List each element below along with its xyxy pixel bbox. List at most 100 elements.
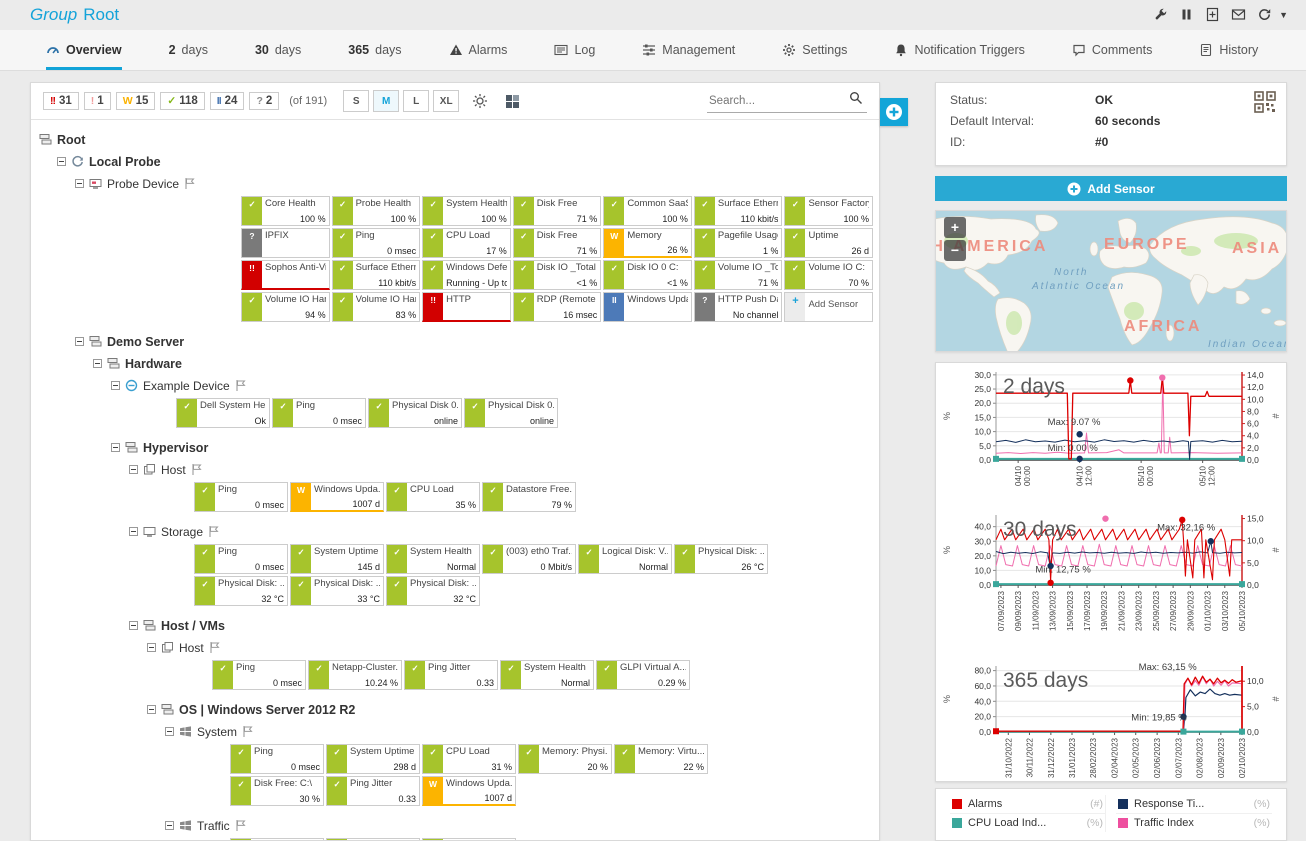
expand-toggle[interactable] bbox=[129, 527, 138, 536]
tree-node-host[interactable]: Host bbox=[31, 459, 873, 480]
tab-log[interactable]: Log bbox=[554, 30, 595, 70]
expand-toggle[interactable] bbox=[75, 179, 84, 188]
sensor-tile-memory-physi[interactable]: ✓ Memory: Physi... 20 % bbox=[518, 744, 612, 774]
tab-alarms[interactable]: Alarms bbox=[449, 30, 507, 70]
map-zoom-out-button[interactable] bbox=[944, 240, 966, 261]
sensor-tile-physical-disk-0[interactable]: ✓ Physical Disk 0... online bbox=[368, 398, 462, 428]
sensor-tile-sensor-factory[interactable]: ✓ Sensor Factory 100 % bbox=[784, 196, 874, 226]
qr-code-icon[interactable] bbox=[1254, 91, 1276, 118]
sensor-tile-volume-io-har[interactable]: ✓Volume IO Har... 94 % bbox=[241, 292, 330, 322]
sensor-tile-disk-io-0-c[interactable]: ✓ Disk IO 0 C: <1 % bbox=[603, 260, 692, 290]
tree-node-traffic[interactable]: Traffic bbox=[31, 815, 873, 836]
expand-toggle[interactable] bbox=[111, 443, 120, 452]
size-button-xl[interactable]: XL bbox=[433, 90, 460, 112]
sensor-tile-glpi-virtual-a[interactable]: ✓ GLPI Virtual A... 0.29 % bbox=[596, 660, 690, 690]
size-button-l[interactable]: L bbox=[403, 90, 430, 112]
sensor-tile-memory[interactable]: W Memory 26 % bbox=[603, 228, 692, 258]
status-count-unknown[interactable]: ? 2 bbox=[249, 92, 280, 110]
expand-toggle[interactable] bbox=[165, 821, 174, 830]
expand-toggle[interactable] bbox=[165, 727, 174, 736]
sensor-tile-ping-jitter[interactable]: ✓ Ping Jitter 0.33 bbox=[326, 776, 420, 806]
tree-node-example-device[interactable]: Example Device bbox=[31, 375, 873, 396]
sensor-tile-physical-disk[interactable]: ✓ Physical Disk: ... 32 °C bbox=[386, 576, 480, 606]
size-button-s[interactable]: S bbox=[343, 90, 370, 112]
status-count-up[interactable]: ✓ 118 bbox=[160, 92, 205, 110]
wrench-icon[interactable] bbox=[1153, 7, 1168, 22]
sensor-tile-datastore-free[interactable]: ✓ Datastore Free... 79 % bbox=[482, 482, 576, 512]
sensor-tile-physical-disk-0[interactable]: ✓ Physical Disk 0... online bbox=[464, 398, 558, 428]
sensor-tile-windows-upda[interactable]: W Windows Upda... 1007 d bbox=[422, 776, 516, 806]
geo-map[interactable]: NORTH AMERICA EUROPE ASIA AFRICA SOUTH A… bbox=[935, 210, 1287, 352]
sensor-tile-dell-system-he[interactable]: ✓Dell System He... Ok bbox=[176, 398, 270, 428]
sensor-tile-volume-io-c[interactable]: ✓ Volume IO C: 70 % bbox=[784, 260, 874, 290]
map-zoom-in-label[interactable]: + bbox=[951, 219, 959, 235]
tab-2days[interactable]: 2 days bbox=[169, 30, 208, 70]
tree-node-local-probe[interactable]: Local Probe bbox=[31, 151, 873, 172]
search-input[interactable] bbox=[709, 94, 849, 107]
sensor-tile-cpu-load[interactable]: ✓ CPU Load 35 % bbox=[386, 482, 480, 512]
status-count-paused[interactable]: II 24 bbox=[209, 92, 245, 110]
add-object-button[interactable] bbox=[880, 98, 908, 126]
legend-item-alarms[interactable]: Alarms (#) bbox=[950, 795, 1106, 814]
sensor-tile-uptime[interactable]: ✓ Uptime 26 d bbox=[784, 228, 874, 258]
status-count-down-ack[interactable]: ! 1 bbox=[83, 92, 111, 110]
sensor-tile-physical-disk[interactable]: ✓ Physical Disk: ... 32 °C bbox=[194, 576, 288, 606]
sensor-tile-volume-io-har[interactable]: ✓Volume IO Har... 83 % bbox=[331, 292, 421, 322]
expand-toggle[interactable] bbox=[147, 643, 156, 652]
expand-toggle[interactable] bbox=[111, 381, 120, 390]
tab-overview[interactable]: Overview bbox=[46, 30, 122, 70]
sensor-tile-ethernet0-traffic[interactable]: ✓Ethernet0 Traffic1.62 Mbit/s bbox=[326, 838, 420, 840]
sensor-tile-common-saas[interactable]: ✓Common SaaS... 100 % bbox=[603, 196, 692, 226]
refresh-icon[interactable] bbox=[1257, 7, 1272, 22]
sensor-tile-logical-disk-v[interactable]: ✓ Logical Disk: V... Normal bbox=[578, 544, 672, 574]
search-icon[interactable] bbox=[849, 91, 863, 110]
email-icon[interactable] bbox=[1231, 7, 1246, 22]
tree-node-os-windows-server-2012-r2[interactable]: OS | Windows Server 2012 R2 bbox=[31, 699, 873, 720]
tree-node-demo-server[interactable]: Demo Server bbox=[31, 331, 873, 352]
tree-node-host[interactable]: Host bbox=[31, 637, 873, 658]
expand-toggle[interactable] bbox=[129, 465, 138, 474]
sensor-tile-cpu-load[interactable]: ✓ CPU Load 31 % bbox=[422, 744, 516, 774]
sensor-tile-003-eth0-traf[interactable]: ✓ (003) eth0 Traf... 0 Mbit/s bbox=[482, 544, 576, 574]
sensor-tile-rdp-remote[interactable]: ✓RDP (Remote ... 16 msec bbox=[512, 292, 602, 322]
sensor-tile-physical-disk[interactable]: ✓ Physical Disk: ... 26 °C bbox=[674, 544, 768, 574]
sensor-tile-windows-upda[interactable]: W Windows Upda... 1007 d bbox=[290, 482, 384, 512]
tree-node-probe-device[interactable]: Probe Device bbox=[31, 173, 873, 194]
sensor-tile-windows-defe[interactable]: ✓Windows Defe... Running - Up to D... bbox=[422, 260, 511, 290]
sensor-tile-ping-jitter[interactable]: ✓ Ping Jitter 0.33 bbox=[404, 660, 498, 690]
tree-node-hypervisor[interactable]: Hypervisor bbox=[31, 437, 873, 458]
tree-node-storage[interactable]: Storage bbox=[31, 521, 873, 542]
expand-toggle[interactable] bbox=[75, 337, 84, 346]
sensor-tile-disk-free[interactable]: ✓ Disk Free 71 % bbox=[512, 196, 602, 226]
expand-toggle[interactable] bbox=[129, 621, 138, 630]
sensor-tile-http-push-da[interactable]: ?HTTP Push Da... No channel bbox=[693, 292, 783, 322]
sensor-tile-sophos-anti-vi[interactable]: !!Sophos Anti-Vi... bbox=[241, 260, 330, 290]
grid-view-icon[interactable] bbox=[501, 90, 523, 112]
tree-node-system[interactable]: System bbox=[31, 721, 873, 742]
sensor-tile-system-uptime[interactable]: ✓ System Uptime 145 d bbox=[290, 544, 384, 574]
sensor-tile-disk-io-total[interactable]: ✓ Disk IO _Total <1 % bbox=[512, 260, 602, 290]
expand-toggle[interactable] bbox=[147, 705, 156, 714]
sensor-tile-memory-virtu[interactable]: ✓ Memory: Virtu... 22 % bbox=[614, 744, 708, 774]
sensor-tile-volume-io-to[interactable]: ✓Volume IO _To... 71 % bbox=[693, 260, 783, 290]
legend-item-traffic-index[interactable]: Traffic Index (%) bbox=[1116, 814, 1272, 832]
map-zoom-out-label[interactable]: − bbox=[951, 242, 959, 258]
expand-toggle[interactable] bbox=[93, 359, 102, 368]
view-options-icon[interactable] bbox=[469, 90, 491, 112]
sensor-tile-ipfix[interactable]: ? IPFIX bbox=[241, 228, 330, 258]
map-zoom-in-button[interactable] bbox=[944, 217, 966, 238]
sensor-tile-system-health[interactable]: ✓ System Health Normal bbox=[500, 660, 594, 690]
tab-triggers[interactable]: Notification Triggers bbox=[894, 30, 1025, 70]
sensor-tile-surface-ethern[interactable]: ✓Surface Ethern... 110 kbit/s bbox=[693, 196, 783, 226]
sensor-tile-core-health[interactable]: ✓ Core Health 100 % bbox=[241, 196, 330, 226]
sensor-tile-system-uptime[interactable]: ✓ System Uptime 298 d bbox=[326, 744, 420, 774]
sensor-tile-physical-disk[interactable]: ✓ Physical Disk: ... 33 °C bbox=[290, 576, 384, 606]
add-sensor-tile[interactable]: + Add Sensor bbox=[784, 292, 874, 322]
tree-node-root[interactable]: Root bbox=[31, 129, 873, 150]
